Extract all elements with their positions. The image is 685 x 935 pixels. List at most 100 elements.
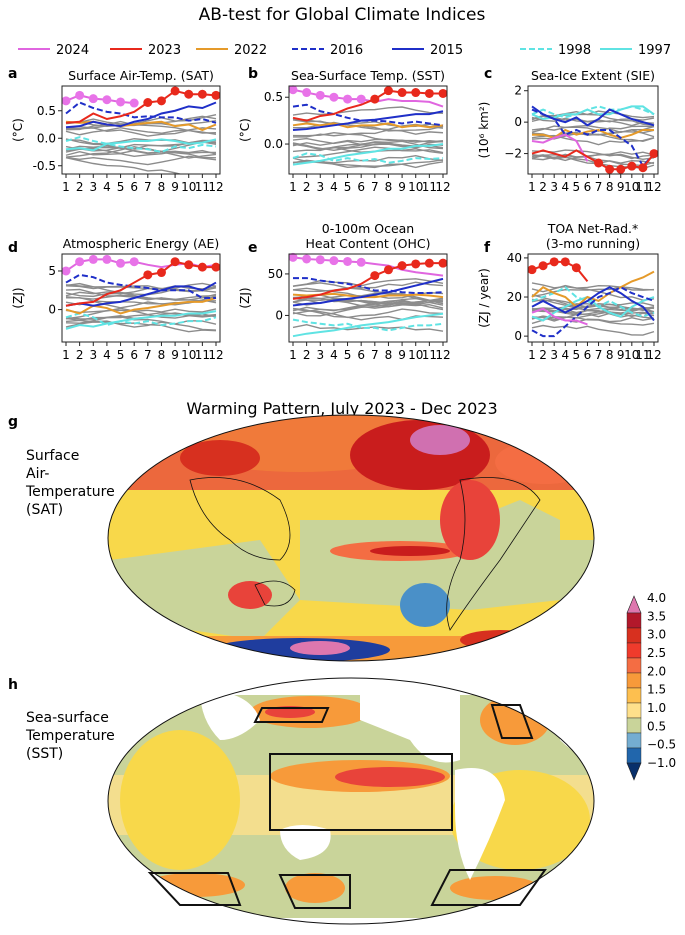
sat-map-field [108,415,594,661]
x-tick-label: 8 [606,348,614,362]
y-tick-label: 20 [507,290,522,304]
gray-line [65,307,217,318]
x-tick-label: 1 [528,348,536,362]
series-2016 [65,101,217,124]
x-tick-label: 4 [561,180,569,194]
x-tick-label: 6 [584,348,592,362]
marker-2023 [605,164,615,174]
map-title: Warming Pattern, July 2023 - Dec 2023 [186,399,497,418]
marker-2024 [288,252,298,262]
gray-line [65,138,217,145]
x-tick-label: 9 [171,180,179,194]
colorbar-band [626,762,642,781]
x-tick-label: 10 [181,348,196,362]
colorbar-tick-label: 1.5 [647,683,666,697]
y-tick-label: 0 [514,115,522,129]
marker-2023 [156,268,166,278]
colorbar-band [626,702,642,719]
region-box-tasman [278,874,351,909]
panel-label-c: c [484,66,492,82]
marker-2023 [383,265,393,275]
colorbar-tick-label: 4.0 [647,591,666,605]
y-tick-label: 0 [48,303,56,317]
map-panel-name-sst: Sea-surface Temperature (SST) [25,710,119,762]
marker-2024 [302,88,312,98]
x-tick-label: 6 [584,180,592,194]
panel-title-f: (3-mo running) [546,236,640,251]
colorbar-tick-label: 2.5 [647,646,666,660]
gray-line [292,297,444,305]
marker-2024 [315,255,325,265]
panel-label-h: h [8,677,18,693]
marker-2024 [102,95,112,105]
y-axis-label: (°C) [238,118,252,142]
panel-title-b: Sea-Surface Temp. (SST) [291,68,445,83]
panel-title-e: 0-100m Ocean [322,221,414,236]
gray-line [292,131,444,143]
marker-2023 [638,163,648,173]
legend-label: 2024 [56,43,89,58]
figure-title: AB-test for Global Climate Indices [199,5,486,25]
colorbar-band [626,657,642,674]
x-tick-label: 12 [646,180,661,194]
x-tick-label: 9 [398,180,406,194]
y-tick-label: 2 [514,84,522,98]
map-panel-name-sat: Surface Air- Temperature (SAT) [25,448,119,518]
x-tick-label: 3 [89,348,97,362]
gray-line [65,127,217,136]
gray-line [65,150,217,158]
colorbar-band [626,717,642,734]
x-tick-label: 10 [181,180,196,194]
gray-line [531,298,655,314]
x-tick-label: 3 [89,180,97,194]
gray-line [531,110,655,127]
colorbar-tick-label: −1.0 [647,756,676,770]
panel-frame [61,85,221,175]
legend-label: 2016 [330,43,363,58]
series-2015 [292,277,444,307]
colorbar-tick-label: −0.5 [647,738,676,752]
marker-2024 [116,258,126,268]
marker-2023 [616,164,626,174]
legend-item-2015: 2015 [392,43,463,58]
colorbar: 4.0 3.5 3.0 2.5 2.0 1.5 1.0 0.5 −0.5 −1.0 [626,591,676,781]
marker-2023 [649,149,659,159]
colorbar-band [626,642,642,659]
panel-label-g: g [8,414,18,430]
marker-2023 [627,161,637,171]
series-1998 [292,152,444,164]
x-tick-label: 8 [385,348,393,362]
colorbar-tick-label: 3.0 [647,628,666,642]
marker-2024 [329,92,339,102]
legend-label: 2015 [430,43,463,58]
line-panels: a Surface Air-Temp. (SAT)1 2 3 4 5 6 7 8 9 1011120… [8,66,662,362]
series-2016 [292,103,444,127]
gray-line [292,146,444,159]
x-tick-label: 5 [573,180,581,194]
x-tick-label: 9 [617,180,625,194]
panel-b: b Sea-Surface Temp. (SST)1 2 3 4 5 6 7 8 9 1011120… [238,66,451,194]
marker-2024 [129,257,139,267]
marker-2024 [61,96,71,106]
gray-line [65,288,217,301]
series-2022 [65,297,217,315]
x-tick-label: 5 [117,180,125,194]
y-axis-label: (ZJ / year) [477,268,491,328]
series-1998 [531,105,655,119]
x-tick-label: 7 [371,180,379,194]
sst-region-boxes [147,704,547,909]
marker-2023 [170,257,180,267]
panel-label-d: d [8,240,18,256]
series-1997 [292,312,444,338]
marker-2023 [370,271,380,281]
colorbar-tick-label: 2.0 [647,664,666,678]
x-tick-label: 2 [76,180,84,194]
series-2022 [292,122,444,129]
panel-label-b: b [248,66,258,82]
legend-label: 2022 [234,43,267,58]
panel-title-f: TOA Net-Rad.* [547,221,638,236]
marker-2024 [315,90,325,100]
series-1998 [531,286,655,318]
marker-2023 [170,86,180,96]
x-tick-label: 8 [606,180,614,194]
